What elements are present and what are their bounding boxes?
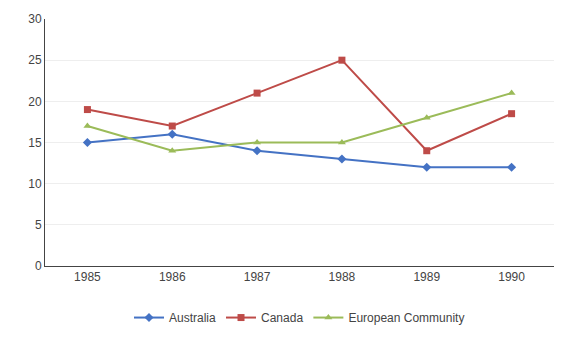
- svg-text:25: 25: [28, 53, 42, 67]
- svg-text:Australia: Australia: [169, 311, 216, 325]
- svg-text:20: 20: [28, 95, 42, 109]
- svg-text:10: 10: [28, 177, 42, 191]
- svg-text:5: 5: [35, 218, 42, 232]
- svg-text:15: 15: [28, 136, 42, 150]
- svg-text:1986: 1986: [159, 270, 186, 284]
- svg-text:1985: 1985: [74, 270, 101, 284]
- svg-text:1989: 1989: [413, 270, 440, 284]
- svg-text:30: 30: [28, 12, 42, 26]
- svg-text:1988: 1988: [329, 270, 356, 284]
- svg-text:1990: 1990: [498, 270, 525, 284]
- svg-text:Canada: Canada: [261, 311, 303, 325]
- svg-text:0: 0: [35, 259, 42, 273]
- svg-text:European Community: European Community: [348, 311, 464, 325]
- svg-text:1987: 1987: [244, 270, 271, 284]
